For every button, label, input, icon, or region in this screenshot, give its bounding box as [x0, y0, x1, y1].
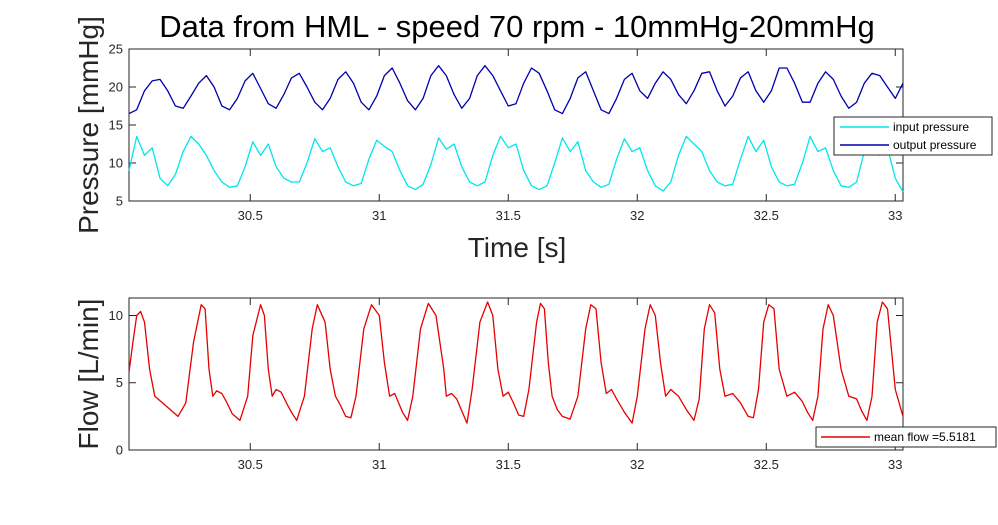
legend-input-pressure-label: input pressure — [893, 120, 969, 134]
flow-y-ticks: 0 5 10 — [109, 308, 903, 458]
legend-mean-flow-label: mean flow =5.5181 — [874, 430, 976, 444]
pressure-y-axis-label: Pressure [mmHg] — [73, 16, 104, 234]
flow-axes-box — [128, 297, 904, 451]
flow-line — [128, 301, 904, 424]
flow-x-tick-label: 30.5 — [238, 457, 263, 472]
pressure-y-tick-label: 10 — [109, 156, 123, 171]
flow-x-tick-label: 33 — [888, 457, 902, 472]
input-pressure-line — [128, 135, 904, 193]
flow-x-tick-label: 31.5 — [496, 457, 521, 472]
pressure-y-ticks: 5 10 15 20 25 — [109, 42, 903, 209]
pressure-x-tick-label: 31.5 — [496, 208, 521, 223]
flow-y-axis-label: Flow [L/min] — [73, 299, 104, 450]
flow-plot: 0 5 10 30.5 31 31.5 32 32.5 33 Flow [L/min] mea… — [73, 297, 997, 472]
pressure-y-tick-label: 25 — [109, 42, 123, 57]
pressure-axes-box — [128, 48, 904, 202]
pressure-x-tick-label: 30.5 — [238, 208, 263, 223]
pressure-plot: Data from HML - speed 70 rpm - 10mmHg-20… — [73, 9, 993, 263]
pressure-legend-box — [833, 116, 993, 156]
pressure-x-ticks: 30.5 31 31.5 32 32.5 33 — [238, 49, 902, 223]
pressure-x-tick-label: 32 — [630, 208, 644, 223]
flow-x-tick-label: 32 — [630, 457, 644, 472]
flow-legend: mean flow =5.5181 — [815, 426, 997, 448]
legend-output-pressure-label: output pressure — [893, 138, 977, 152]
pressure-x-tick-label: 33 — [888, 208, 902, 223]
pressure-x-axis-label: Time [s] — [468, 232, 567, 263]
flow-x-tick-label: 31 — [372, 457, 386, 472]
pressure-legend: input pressure output pressure — [833, 116, 993, 156]
pressure-y-tick-label: 15 — [109, 118, 123, 133]
flow-x-tick-label: 32.5 — [754, 457, 779, 472]
output-pressure-line — [128, 65, 904, 115]
flow-y-tick-label: 0 — [116, 443, 123, 458]
pressure-y-tick-label: 20 — [109, 80, 123, 95]
pressure-x-tick-label: 31 — [372, 208, 386, 223]
pressure-y-tick-label: 5 — [116, 194, 123, 209]
chart-title: Data from HML - speed 70 rpm - 10mmHg-20… — [159, 9, 875, 44]
flow-y-tick-label: 5 — [116, 375, 123, 390]
flow-y-tick-label: 10 — [109, 308, 123, 323]
flow-legend-box — [815, 426, 997, 448]
flow-x-ticks: 30.5 31 31.5 32 32.5 33 — [238, 298, 902, 472]
pressure-x-tick-label: 32.5 — [754, 208, 779, 223]
